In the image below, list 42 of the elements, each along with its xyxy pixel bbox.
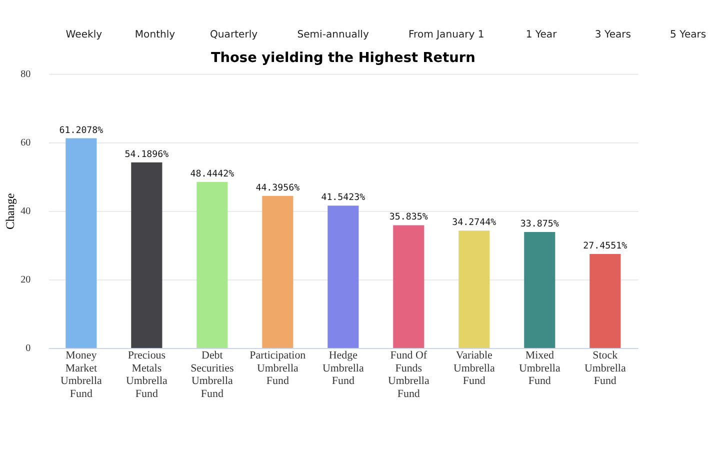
text: 5 Years (670, 29, 706, 40)
x-tick-label: Money Market Umbrella Fund (60, 350, 102, 400)
bar (328, 206, 359, 348)
y-tick-label: 0 (26, 343, 31, 354)
y-axis-title: Change (3, 193, 18, 230)
text: 3 Years (594, 29, 632, 40)
data-label: 48.4442% (190, 170, 235, 180)
bar (458, 230, 490, 348)
data-label: 27.4551% (583, 241, 628, 252)
y-tick-label: 40 (20, 206, 31, 218)
text: Semi-annually (297, 29, 369, 40)
y-tick-label: 20 (20, 274, 31, 286)
y-tick-label: 60 (20, 138, 31, 149)
text: Monthly (134, 29, 176, 40)
data-label: 33.875% (520, 219, 560, 230)
x-tick-label: Stock Umbrella Fund (584, 350, 626, 388)
data-label: 44.3956% (256, 183, 300, 194)
x-tick-label: Mixed Umbrella Fund (518, 350, 560, 388)
bar (262, 196, 294, 348)
x-tick-label: Variable Umbrella Fund (453, 350, 495, 388)
bar (196, 182, 228, 348)
data-label: 61.2078% (59, 126, 104, 136)
data-label: 35.835% (389, 212, 428, 223)
x-tick-label: Fund Of Funds Umbrella Fund (388, 350, 430, 400)
x-tick-label: Precious Metals Umbrella Fund (126, 350, 168, 400)
bar (393, 225, 424, 348)
data-label: 41.5423% (321, 193, 366, 204)
chart-title: Those yielding the Highest Return (210, 50, 476, 66)
x-tick-label: Participation Umbrella Fund (250, 350, 306, 388)
text: From January 1 (408, 29, 484, 40)
y-tick-label: 80 (20, 69, 31, 80)
bar (131, 162, 162, 348)
x-tick-label: Hedge Umbrella Fund (322, 350, 364, 388)
bar (590, 254, 621, 348)
bar (66, 138, 97, 348)
x-tick-label: Debt Securities Umbrella Fund (190, 350, 234, 400)
text: Quarterly (210, 29, 258, 40)
text: 1 Year (526, 29, 558, 40)
data-label: 54.1896% (124, 150, 170, 160)
bar (524, 232, 556, 348)
text: Weekly (66, 29, 102, 40)
data-label: 34.2744% (452, 218, 497, 228)
